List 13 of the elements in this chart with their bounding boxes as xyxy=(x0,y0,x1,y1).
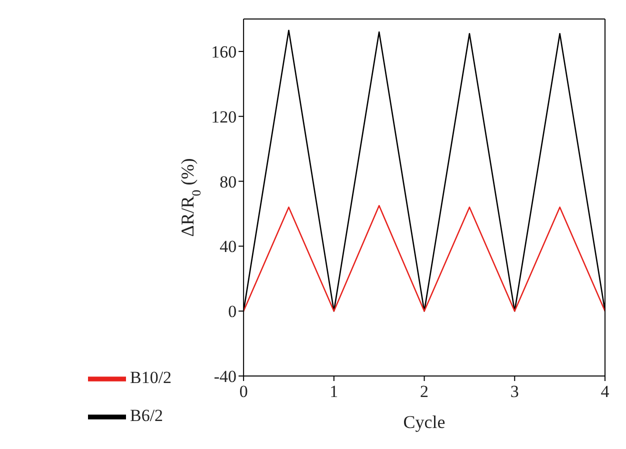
y-tick-label: -40 xyxy=(214,367,237,386)
x-tick-label: 1 xyxy=(330,382,338,402)
y-tick-label: 120 xyxy=(211,107,237,126)
y-tick-label: 160 xyxy=(211,42,237,62)
x-tick-label: 2 xyxy=(420,382,429,402)
y-tick-label: 0 xyxy=(228,302,237,322)
legend-label: B10/2 xyxy=(130,368,172,387)
legend-label: B6/2 xyxy=(130,406,164,425)
y-tick-label: 80 xyxy=(220,172,237,192)
x-axis-title: Cycle xyxy=(403,412,446,432)
x-tick-label: 3 xyxy=(510,382,519,402)
x-tick-label: 4 xyxy=(600,382,610,402)
y-tick-label: 40 xyxy=(220,237,237,256)
